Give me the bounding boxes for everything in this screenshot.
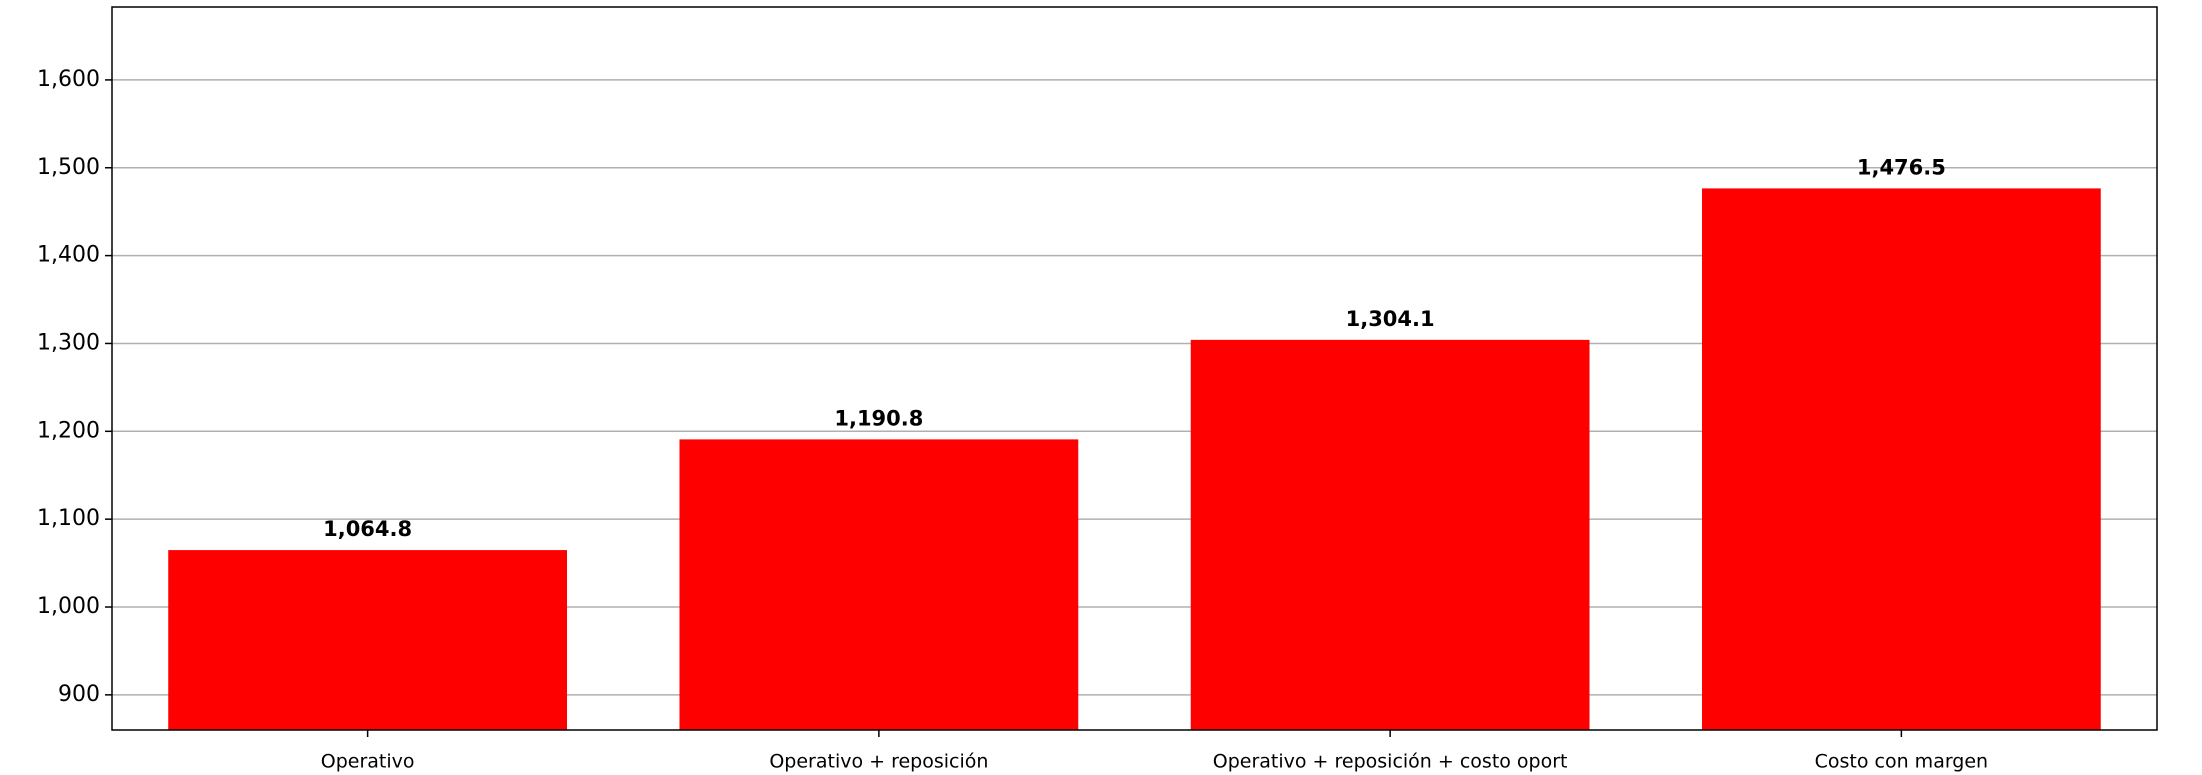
value-label: 1,190.8: [834, 406, 923, 430]
x-tick-label: Costo con margen: [1815, 751, 1988, 773]
y-tick-label: 1,300: [37, 330, 100, 355]
plot-frame: [111, 6, 2158, 731]
bar: [679, 439, 1079, 730]
y-tick-label: 1,600: [37, 67, 100, 92]
value-label: 1,476.5: [1857, 155, 1946, 179]
y-tick-label: 1,200: [37, 418, 100, 443]
y-tick-label: 900: [58, 682, 100, 707]
x-tick-label: Operativo + reposición: [769, 751, 988, 773]
x-tick-label: Operativo + reposición + costo oport: [1213, 751, 1568, 773]
value-label: 1,304.1: [1346, 307, 1435, 331]
y-tick-label: 1,400: [37, 243, 100, 268]
x-tick-label: Operativo: [321, 751, 415, 773]
bar: [1701, 188, 2101, 730]
bar: [1190, 339, 1590, 730]
y-tick-label: 1,100: [37, 506, 100, 531]
y-tick-label: 1,500: [37, 155, 100, 180]
y-tick-label: 1,000: [37, 594, 100, 619]
bar: [168, 550, 568, 730]
value-label: 1,064.8: [323, 517, 412, 541]
